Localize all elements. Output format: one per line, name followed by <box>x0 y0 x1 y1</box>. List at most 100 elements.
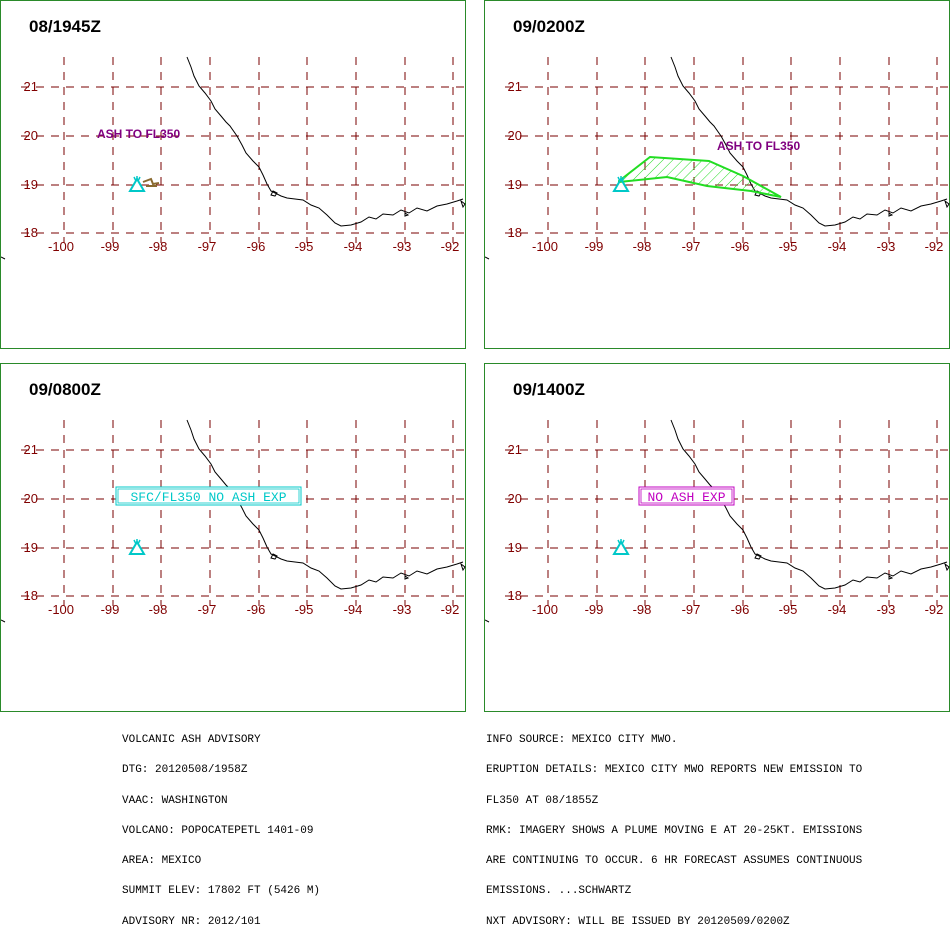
coastline <box>186 419 464 590</box>
longitude-label: -92 <box>925 239 944 254</box>
longitude-label: -95 <box>779 602 798 617</box>
latitude-label: 20 <box>24 128 38 143</box>
map-canvas-1: -100 -99 -98 -97 -96 -95 -94 -93 -92 21 20 19 18 ASH … <box>1 56 467 260</box>
longitude-label: -95 <box>295 602 314 617</box>
edge-marker <box>1 256 6 260</box>
latitude-label: 20 <box>508 128 522 143</box>
latitude-label: 21 <box>508 442 522 457</box>
latitude-label: 21 <box>508 79 522 94</box>
longitude-label: -99 <box>101 602 120 617</box>
map-panel-4: -100 -99 -98 -97 -96 -95 -94 -93 -92 21 20 19 18 NO A… <box>484 363 950 712</box>
advisory-line: FL350 AT 08/1855Z <box>486 794 599 807</box>
no-ash-label: NO ASH EXP <box>647 490 725 505</box>
advisory-info-right: INFO SOURCE: MEXICO CITY MWO. ERUPTION D… <box>486 715 862 937</box>
panel-time-label: 09/0200Z <box>513 17 585 36</box>
longitude-label: -98 <box>633 602 652 617</box>
lat-lon-grid <box>505 57 950 243</box>
longitude-label: -92 <box>925 602 944 617</box>
advisory-line: VOLCANIC ASH ADVISORY <box>122 734 261 746</box>
longitude-label: -93 <box>877 239 896 254</box>
longitude-label: -98 <box>633 239 652 254</box>
longitude-label: -93 <box>393 239 412 254</box>
longitude-label: -94 <box>828 239 847 254</box>
longitude-label: -100 <box>532 239 558 254</box>
coast-islands <box>754 190 950 217</box>
coast-islands <box>270 190 466 217</box>
advisory-line: ERUPTION DETAILS: MEXICO CITY MWO REPORT… <box>486 764 863 777</box>
coast-islands <box>754 553 950 580</box>
coastline <box>670 56 948 227</box>
ash-height-label: ASH TO FL350 <box>717 139 800 153</box>
initial-ash-plume <box>142 177 160 187</box>
coastline <box>670 419 948 590</box>
volcano-triangle-icon <box>128 176 146 192</box>
ash-height-label: ASH TO FL350 <box>97 127 180 141</box>
longitude-label: -99 <box>585 602 604 617</box>
forecast-ash-polygon <box>618 155 782 198</box>
advisory-line: INFO SOURCE: MEXICO CITY MWO. <box>486 734 678 746</box>
longitude-label: -96 <box>247 602 266 617</box>
advisory-line: VAAC: WASHINGTON <box>122 794 228 807</box>
longitude-label: -98 <box>149 239 168 254</box>
volcano-triangle-icon <box>128 539 146 555</box>
latitude-label: 19 <box>24 540 38 555</box>
volcano-triangle-icon <box>612 539 630 555</box>
coast-islands <box>270 553 466 580</box>
longitude-label: -100 <box>48 239 74 254</box>
map-panel-3: -100 -99 -98 -97 -96 -95 -94 -93 -92 21 20 19 18 SFC/… <box>0 363 467 712</box>
advisory-line: NXT ADVISORY: WILL BE ISSUED BY 20120509… <box>486 915 790 928</box>
longitude-label: -97 <box>682 239 701 254</box>
advisory-line: SUMMIT ELEV: 17802 FT (5426 M) <box>122 885 321 898</box>
latitude-label: 21 <box>24 79 38 94</box>
edge-marker <box>485 619 490 623</box>
longitude-label: -93 <box>877 602 896 617</box>
advisory-line: ARE CONTINUING TO OCCUR. 6 HR FORECAST A… <box>486 855 863 868</box>
panel-time-label: 09/0800Z <box>29 380 101 399</box>
lat-lon-grid <box>21 420 467 606</box>
longitude-label: -99 <box>585 239 604 254</box>
longitude-label: -92 <box>441 239 460 254</box>
advisory-line: DTG: 20120508/1958Z <box>122 764 248 777</box>
latitude-label: 21 <box>24 442 38 457</box>
advisory-line: ADVISORY NR: 2012/101 <box>122 915 261 928</box>
map-canvas-2: -100 -99 -98 -97 -96 -95 -94 -93 -92 21 20 19 18 ASH … <box>485 56 950 260</box>
latitude-label: 19 <box>508 177 522 192</box>
latitude-label: 18 <box>508 588 522 603</box>
advisory-line: VOLCANO: POPOCATEPETL 1401-09 <box>122 824 314 837</box>
longitude-label: -99 <box>101 239 120 254</box>
longitude-label: -96 <box>247 239 266 254</box>
longitude-label: -96 <box>731 239 750 254</box>
longitude-label: -98 <box>149 602 168 617</box>
longitude-label: -95 <box>779 239 798 254</box>
edge-marker <box>485 256 490 260</box>
lat-lon-grid <box>21 57 467 243</box>
no-ash-box-inner <box>117 488 300 504</box>
panel-time-label: 08/1945Z <box>29 17 101 36</box>
latitude-label: 20 <box>24 491 38 506</box>
map-canvas-3: -100 -99 -98 -97 -96 -95 -94 -93 -92 21 20 19 18 SFC/… <box>1 419 467 623</box>
latitude-label: 19 <box>24 177 38 192</box>
no-ash-box <box>115 486 302 506</box>
no-ash-label: SFC/FL350 NO ASH EXP <box>130 490 286 505</box>
longitude-label: -94 <box>828 602 847 617</box>
latitude-label: 18 <box>24 225 38 240</box>
latitude-label: 19 <box>508 540 522 555</box>
volcano-triangle-icon <box>612 176 630 192</box>
map-panel-2: -100 -99 -98 -97 -96 -95 -94 -93 -92 21 20 19 18 ASH … <box>484 0 950 349</box>
longitude-label: -100 <box>48 602 74 617</box>
longitude-label: -94 <box>344 239 363 254</box>
latitude-label: 18 <box>24 588 38 603</box>
latitude-label: 20 <box>508 491 522 506</box>
edge-marker <box>1 619 6 623</box>
map-panel-1: -100 -99 -98 -97 -96 -95 -94 -93 -92 21 20 19 18 ASH … <box>0 0 467 349</box>
longitude-label: -95 <box>295 239 314 254</box>
longitude-label: -97 <box>682 602 701 617</box>
lat-lon-grid <box>505 420 950 606</box>
longitude-label: -97 <box>198 602 217 617</box>
longitude-label: -96 <box>731 602 750 617</box>
longitude-label: -97 <box>198 239 217 254</box>
map-canvas-4: -100 -99 -98 -97 -96 -95 -94 -93 -92 21 20 19 18 NO A… <box>485 419 950 623</box>
advisory-line: RMK: IMAGERY SHOWS A PLUME MOVING E AT 2… <box>486 824 863 837</box>
longitude-label: -93 <box>393 602 412 617</box>
longitude-label: -100 <box>532 602 558 617</box>
